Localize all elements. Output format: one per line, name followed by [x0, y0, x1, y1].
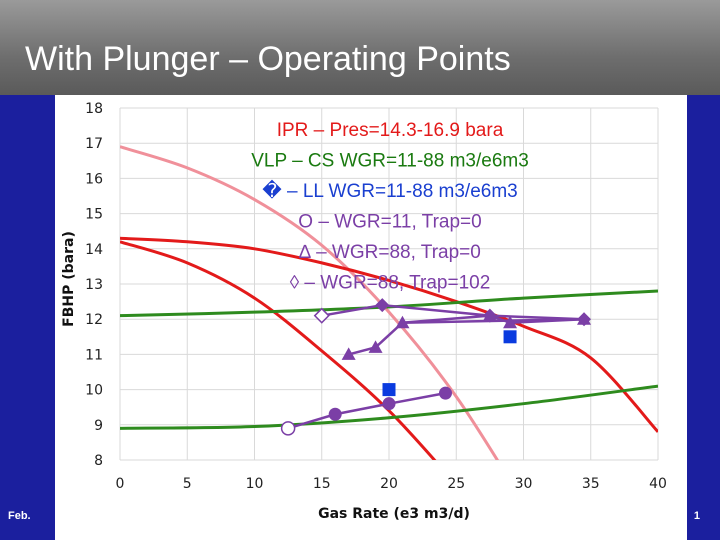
y-tick-label: 16: [85, 171, 103, 187]
y-tick-label: 8: [94, 453, 103, 469]
legend-annotation: ∆ – WGR=88, Trap=0: [299, 242, 481, 263]
legend-annotation: � – LL WGR=11-88 m3/e6m3: [262, 179, 518, 202]
chart-panel: 0 5 10 15 20 25 30 35 40 8 9 10 11 12 13 14 15 16 17 18 Gas …: [55, 95, 687, 540]
legend-annotation: O – WGR=11, Trap=0: [298, 212, 481, 233]
x-tick-label: 25: [447, 476, 465, 492]
y-tick-label: 10: [85, 383, 103, 399]
triangle-marker: [503, 315, 518, 329]
y-tick-label: 18: [85, 101, 103, 117]
diamond-marker: [313, 307, 330, 324]
footer-date: Feb.: [8, 510, 31, 522]
curve-line: [120, 145, 500, 460]
y-axis-title: FBHP (bara): [61, 231, 77, 327]
slide-title: With Plunger – Operating Points: [25, 40, 511, 78]
chart-svg: 0 5 10 15 20 25 30 35 40 8 9 10 11 12 13 14 15 16 17 18 Gas …: [61, 101, 667, 522]
circle-series: [280, 386, 452, 436]
circle-marker: [438, 386, 452, 400]
y-tick-label: 12: [85, 312, 103, 328]
triangle-marker: [341, 347, 356, 360]
y-tick-label: 14: [85, 242, 103, 258]
triangle-marker: [395, 315, 410, 329]
y-tick-label: 11: [85, 347, 103, 363]
x-axis-title: Gas Rate (e3 m3/d): [318, 506, 470, 522]
x-tick-label: 20: [380, 476, 398, 492]
circle-series-line: [287, 391, 446, 430]
x-tick-label: 5: [183, 476, 192, 492]
x-tick-label: 15: [313, 476, 331, 492]
circle-marker: [382, 397, 396, 411]
y-tick-label: 13: [85, 277, 103, 293]
legend-annotation: VLP – CS WGR=11-88 m3/e6m3: [251, 151, 529, 172]
square-series: [382, 330, 517, 397]
y-tick-label: 15: [85, 207, 103, 223]
triangle-series: [341, 308, 592, 360]
diamond-marker: [375, 298, 390, 313]
legend-annotation: ◊ – WGR=88, Trap=102: [290, 273, 491, 294]
circle-marker: [280, 421, 296, 436]
footer-page-number: 1: [693, 510, 700, 522]
curve-line: [120, 236, 658, 433]
x-tick-label: 30: [515, 476, 533, 492]
diamond-series-line: [321, 303, 585, 321]
y-tick-label: 17: [85, 136, 103, 152]
square-marker: [503, 330, 517, 344]
curve-line: [120, 384, 658, 430]
circle-marker: [328, 407, 342, 421]
y-tick-label: 9: [94, 418, 103, 434]
curve-line: [120, 240, 437, 460]
diamond-marker: [577, 312, 592, 327]
x-tick-label: 10: [246, 476, 264, 492]
diamond-marker: [482, 308, 497, 323]
title-bar: With Plunger – Operating Points: [0, 0, 720, 95]
x-tick-label: 35: [582, 476, 600, 492]
diamond-series: [313, 298, 592, 327]
square-marker: [382, 383, 396, 397]
x-tick-label: 0: [116, 476, 125, 492]
x-tick-label: 40: [649, 476, 667, 492]
legend-annotation: IPR – Pres=14.3-16.9 bara: [277, 120, 504, 141]
triangle-marker: [368, 340, 383, 353]
